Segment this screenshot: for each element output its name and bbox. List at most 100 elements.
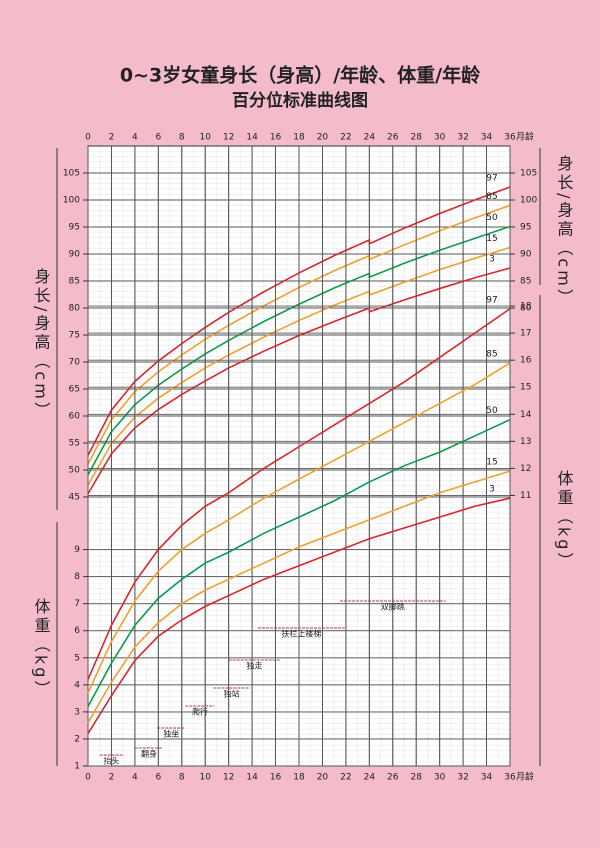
x-axis-label: 月龄	[516, 771, 534, 783]
y-tick-label: 9	[74, 545, 80, 555]
percentile-line	[87, 470, 511, 724]
y-axis-label: 体重（kg）	[555, 470, 574, 571]
x-tick-label: 22	[340, 133, 351, 143]
x-tick-label: 20	[317, 773, 329, 783]
y-tick-label: 55	[69, 439, 80, 449]
y-axis-label: 身长/身高（cm）	[555, 155, 574, 308]
y-tick-label: 7	[74, 599, 80, 609]
y-tick-label: 60	[69, 412, 81, 422]
x-tick-label: 16	[270, 773, 282, 783]
chart-title: 0~3岁女童身长（身高）/年龄、体重/年龄	[120, 64, 481, 87]
series-label: 3	[489, 485, 495, 495]
y-tick-label: 100	[63, 196, 80, 206]
y-tick-label: 105	[63, 169, 80, 179]
percentile-line	[87, 246, 511, 486]
x-tick-label: 4	[132, 773, 138, 783]
chart-subtitle: 百分位标准曲线图	[232, 90, 368, 111]
x-tick-label: 12	[223, 773, 234, 783]
x-tick-label: 28	[410, 773, 422, 783]
y2-tick-label: 11	[520, 491, 531, 501]
series-label: 85	[486, 349, 497, 359]
x-tick-label: 36	[504, 133, 516, 143]
y-tick-label: 85	[69, 277, 80, 287]
x-tick-label: 30	[434, 133, 446, 143]
milestone-label: 抬头	[103, 756, 119, 766]
y2-tick-label: 13	[520, 437, 531, 447]
x-tick-label: 8	[179, 133, 185, 143]
x-tick-label: 20	[317, 133, 329, 143]
percentile-line	[87, 418, 511, 707]
y-tick-label: 80	[69, 304, 81, 314]
y2-tick-label: 100	[520, 196, 537, 206]
series-label: 15	[486, 234, 497, 244]
milestone-label: 爬行	[192, 707, 208, 717]
x-tick-label: 0	[85, 773, 91, 783]
x-tick-label: 34	[481, 773, 493, 783]
x-tick-label: 12	[223, 133, 234, 143]
x-tick-label: 30	[434, 773, 446, 783]
x-tick-label: 26	[387, 773, 399, 783]
series-label: 97	[486, 174, 497, 184]
y2-tick-label: 18	[520, 302, 532, 312]
y-tick-label: 1	[74, 762, 80, 772]
x-tick-label: 16	[270, 133, 282, 143]
x-tick-label: 18	[293, 773, 305, 783]
y-tick-label: 3	[74, 707, 80, 717]
x-tick-label: 24	[364, 133, 376, 143]
y-axis-label: 身长/身高（cm）	[32, 268, 51, 421]
series-label: 50	[486, 213, 498, 223]
y-tick-label: 2	[74, 734, 80, 744]
y2-tick-label: 90	[520, 250, 532, 260]
y2-tick-label: 95	[520, 223, 531, 233]
x-tick-label: 28	[410, 133, 422, 143]
y-tick-label: 6	[74, 626, 80, 636]
y-axis-label: 体重（kg）	[32, 598, 51, 699]
percentile-line	[87, 308, 511, 680]
milestone-label: 独走	[246, 661, 262, 671]
y-tick-label: 75	[69, 331, 80, 341]
x-tick-label: 0	[85, 133, 91, 143]
y2-tick-label: 17	[520, 329, 531, 339]
y-tick-label: 65	[69, 385, 80, 395]
y-tick-label: 5	[74, 653, 80, 663]
x-tick-label: 6	[155, 133, 161, 143]
y2-tick-label: 14	[520, 410, 532, 420]
milestone-label: 扶栏上楼梯	[281, 629, 321, 639]
percentile-line	[87, 362, 511, 694]
series-label: 3	[489, 255, 495, 265]
x-tick-label: 10	[199, 773, 211, 783]
y-tick-label: 95	[69, 223, 80, 233]
percentile-line	[87, 225, 511, 476]
y2-tick-label: 15	[520, 383, 531, 393]
x-tick-label: 32	[457, 133, 468, 143]
percentile-line	[87, 267, 511, 495]
x-tick-label: 4	[132, 133, 138, 143]
y-tick-label: 90	[69, 250, 81, 260]
percentile-line	[87, 186, 511, 456]
x-tick-label: 24	[364, 773, 376, 783]
milestone-label: 独坐	[163, 729, 179, 739]
x-tick-label: 22	[340, 773, 351, 783]
x-tick-label: 18	[293, 133, 305, 143]
y-tick-label: 4	[74, 680, 80, 690]
series-label: 50	[486, 406, 498, 416]
y2-tick-label: 85	[520, 277, 531, 287]
milestone-label: 独站	[224, 689, 240, 699]
x-tick-label: 32	[457, 773, 468, 783]
y2-tick-label: 12	[520, 464, 531, 474]
percentile-line	[87, 497, 511, 734]
y2-tick-label: 16	[520, 356, 532, 366]
milestone-label: 双脚跳	[381, 602, 405, 612]
y-tick-label: 70	[69, 358, 81, 368]
series-label: 15	[486, 458, 497, 468]
y-tick-label: 45	[69, 493, 80, 503]
milestone-label: 翻身	[141, 749, 157, 759]
x-tick-label: 14	[246, 133, 258, 143]
x-tick-label: 34	[481, 133, 493, 143]
x-tick-label: 2	[109, 133, 115, 143]
series-label: 97	[486, 295, 497, 305]
x-tick-label: 6	[155, 773, 161, 783]
x-tick-label: 10	[199, 133, 211, 143]
y-tick-label: 50	[69, 466, 81, 476]
